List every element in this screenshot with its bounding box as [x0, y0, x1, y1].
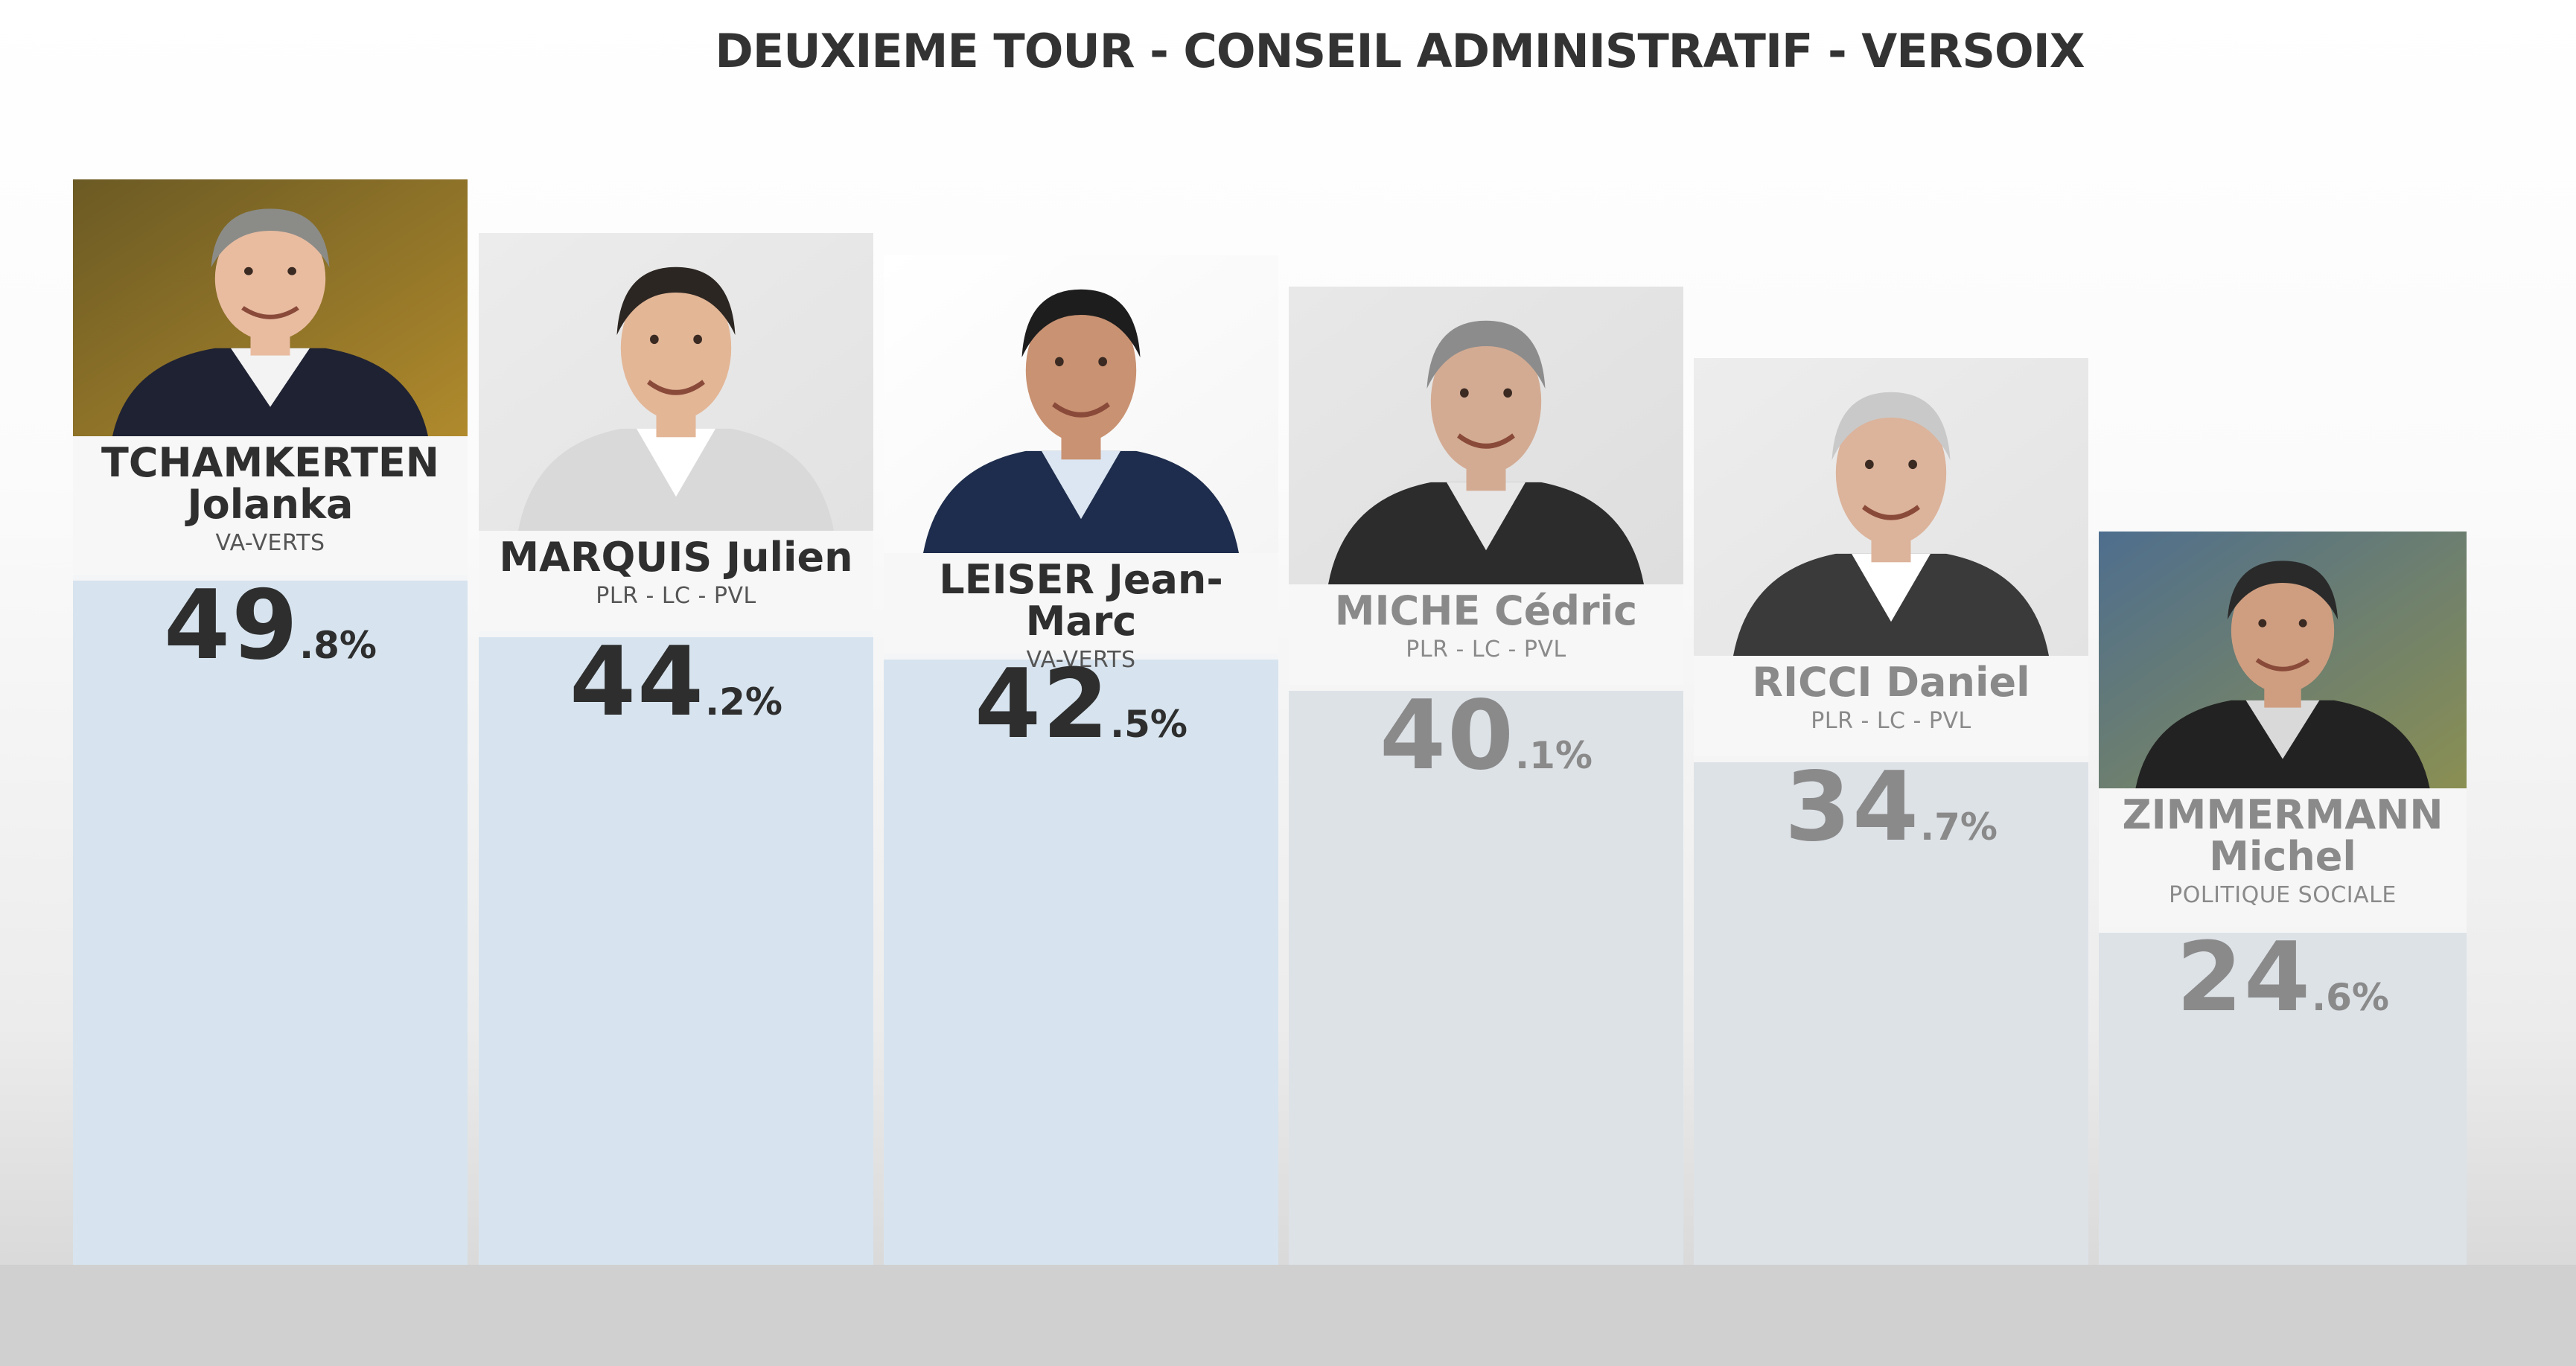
vote-bar — [1289, 685, 1683, 1265]
candidate-party: PLR - LC - PVL — [596, 583, 756, 609]
candidate-photo — [1289, 287, 1683, 584]
candidate-photo — [1694, 358, 2088, 656]
percentage-integer: 34 — [1784, 752, 1921, 863]
vote-bar — [479, 631, 873, 1265]
percentage-decimal: .1% — [1515, 734, 1593, 777]
candidate-column: MARQUIS Julien PLR - LC - PVL 44.2% — [479, 233, 873, 1265]
candidate-label: TCHAMKERTEN Jolanka VA-VERTS — [73, 436, 468, 581]
candidate-name: MICHE Cédric — [1334, 587, 1638, 634]
candidate-column: ZIMMERMANN Michel POLITIQUE SOCIALE 24.6% — [2099, 532, 2467, 1265]
vote-percentage: 49.8% — [73, 570, 468, 681]
percentage-integer: 44 — [569, 627, 706, 738]
vote-percentage: 24.6% — [2099, 922, 2467, 1033]
vote-percentage: 34.7% — [1694, 752, 2088, 863]
candidate-party: VA-VERTS — [215, 530, 325, 556]
percentage-integer: 49 — [163, 570, 300, 681]
percentage-decimal: .7% — [1920, 805, 1998, 849]
candidate-first-name: Michel — [2209, 833, 2356, 880]
candidate-party: PLR - LC - PVL — [1406, 636, 1566, 663]
floor-band — [0, 1265, 2576, 1366]
vote-percentage: 44.2% — [479, 627, 873, 738]
percentage-integer: 24 — [2175, 922, 2312, 1033]
chart-title: DEUXIEME TOUR - CONSEIL ADMINISTRATIF - … — [715, 24, 2085, 78]
candidate-party: PLR - LC - PVL — [1811, 708, 1971, 734]
candidate-party: VA-VERTS — [1026, 647, 1136, 673]
candidate-label: MARQUIS Julien PLR - LC - PVL — [479, 531, 873, 637]
candidate-first-name: Jolanka — [187, 481, 354, 528]
candidate-label: ZIMMERMANN Michel POLITIQUE SOCIALE — [2099, 788, 2467, 933]
candidate-name: RICCI Daniel — [1752, 659, 2030, 706]
candidate-party: POLITIQUE SOCIALE — [2169, 882, 2397, 908]
percentage-decimal: .6% — [2312, 976, 2389, 1019]
candidate-column: RICCI Daniel PLR - LC - PVL 34.7% — [1694, 358, 2088, 1265]
vote-bar — [884, 654, 1278, 1265]
percentage-integer: 40 — [1379, 680, 1516, 791]
candidate-column: MICHE Cédric PLR - LC - PVL 40.1% — [1289, 287, 1683, 1265]
percentage-decimal: .2% — [705, 680, 782, 724]
candidate-photo — [2099, 532, 2467, 788]
candidate-name: TCHAMKERTEN — [101, 439, 439, 486]
percentage-decimal: .5% — [1110, 703, 1187, 746]
vote-bar — [1694, 756, 2088, 1265]
candidate-label: RICCI Daniel PLR - LC - PVL — [1694, 656, 2088, 762]
candidate-name: MARQUIS Julien — [499, 534, 853, 581]
candidate-photo — [479, 233, 873, 531]
vote-bar — [73, 575, 468, 1265]
candidate-column: TCHAMKERTEN Jolanka VA-VERTS 49.8% — [73, 179, 468, 1265]
vote-bar — [2099, 927, 2467, 1265]
candidate-label: MICHE Cédric PLR - LC - PVL — [1289, 584, 1683, 691]
candidate-photo — [884, 255, 1278, 553]
percentage-integer: 42 — [974, 649, 1111, 760]
vote-percentage: 40.1% — [1289, 680, 1683, 791]
candidate-name: ZIMMERMANN — [2122, 791, 2443, 838]
candidate-name: LEISER Jean-Marc — [939, 556, 1223, 645]
candidate-column: LEISER Jean-Marc VA-VERTS 42.5% — [884, 255, 1278, 1265]
candidate-photo — [73, 179, 468, 436]
vote-percentage: 42.5% — [884, 649, 1278, 760]
percentage-decimal: .8% — [299, 624, 377, 667]
candidate-label: LEISER Jean-Marc VA-VERTS — [884, 553, 1278, 673]
